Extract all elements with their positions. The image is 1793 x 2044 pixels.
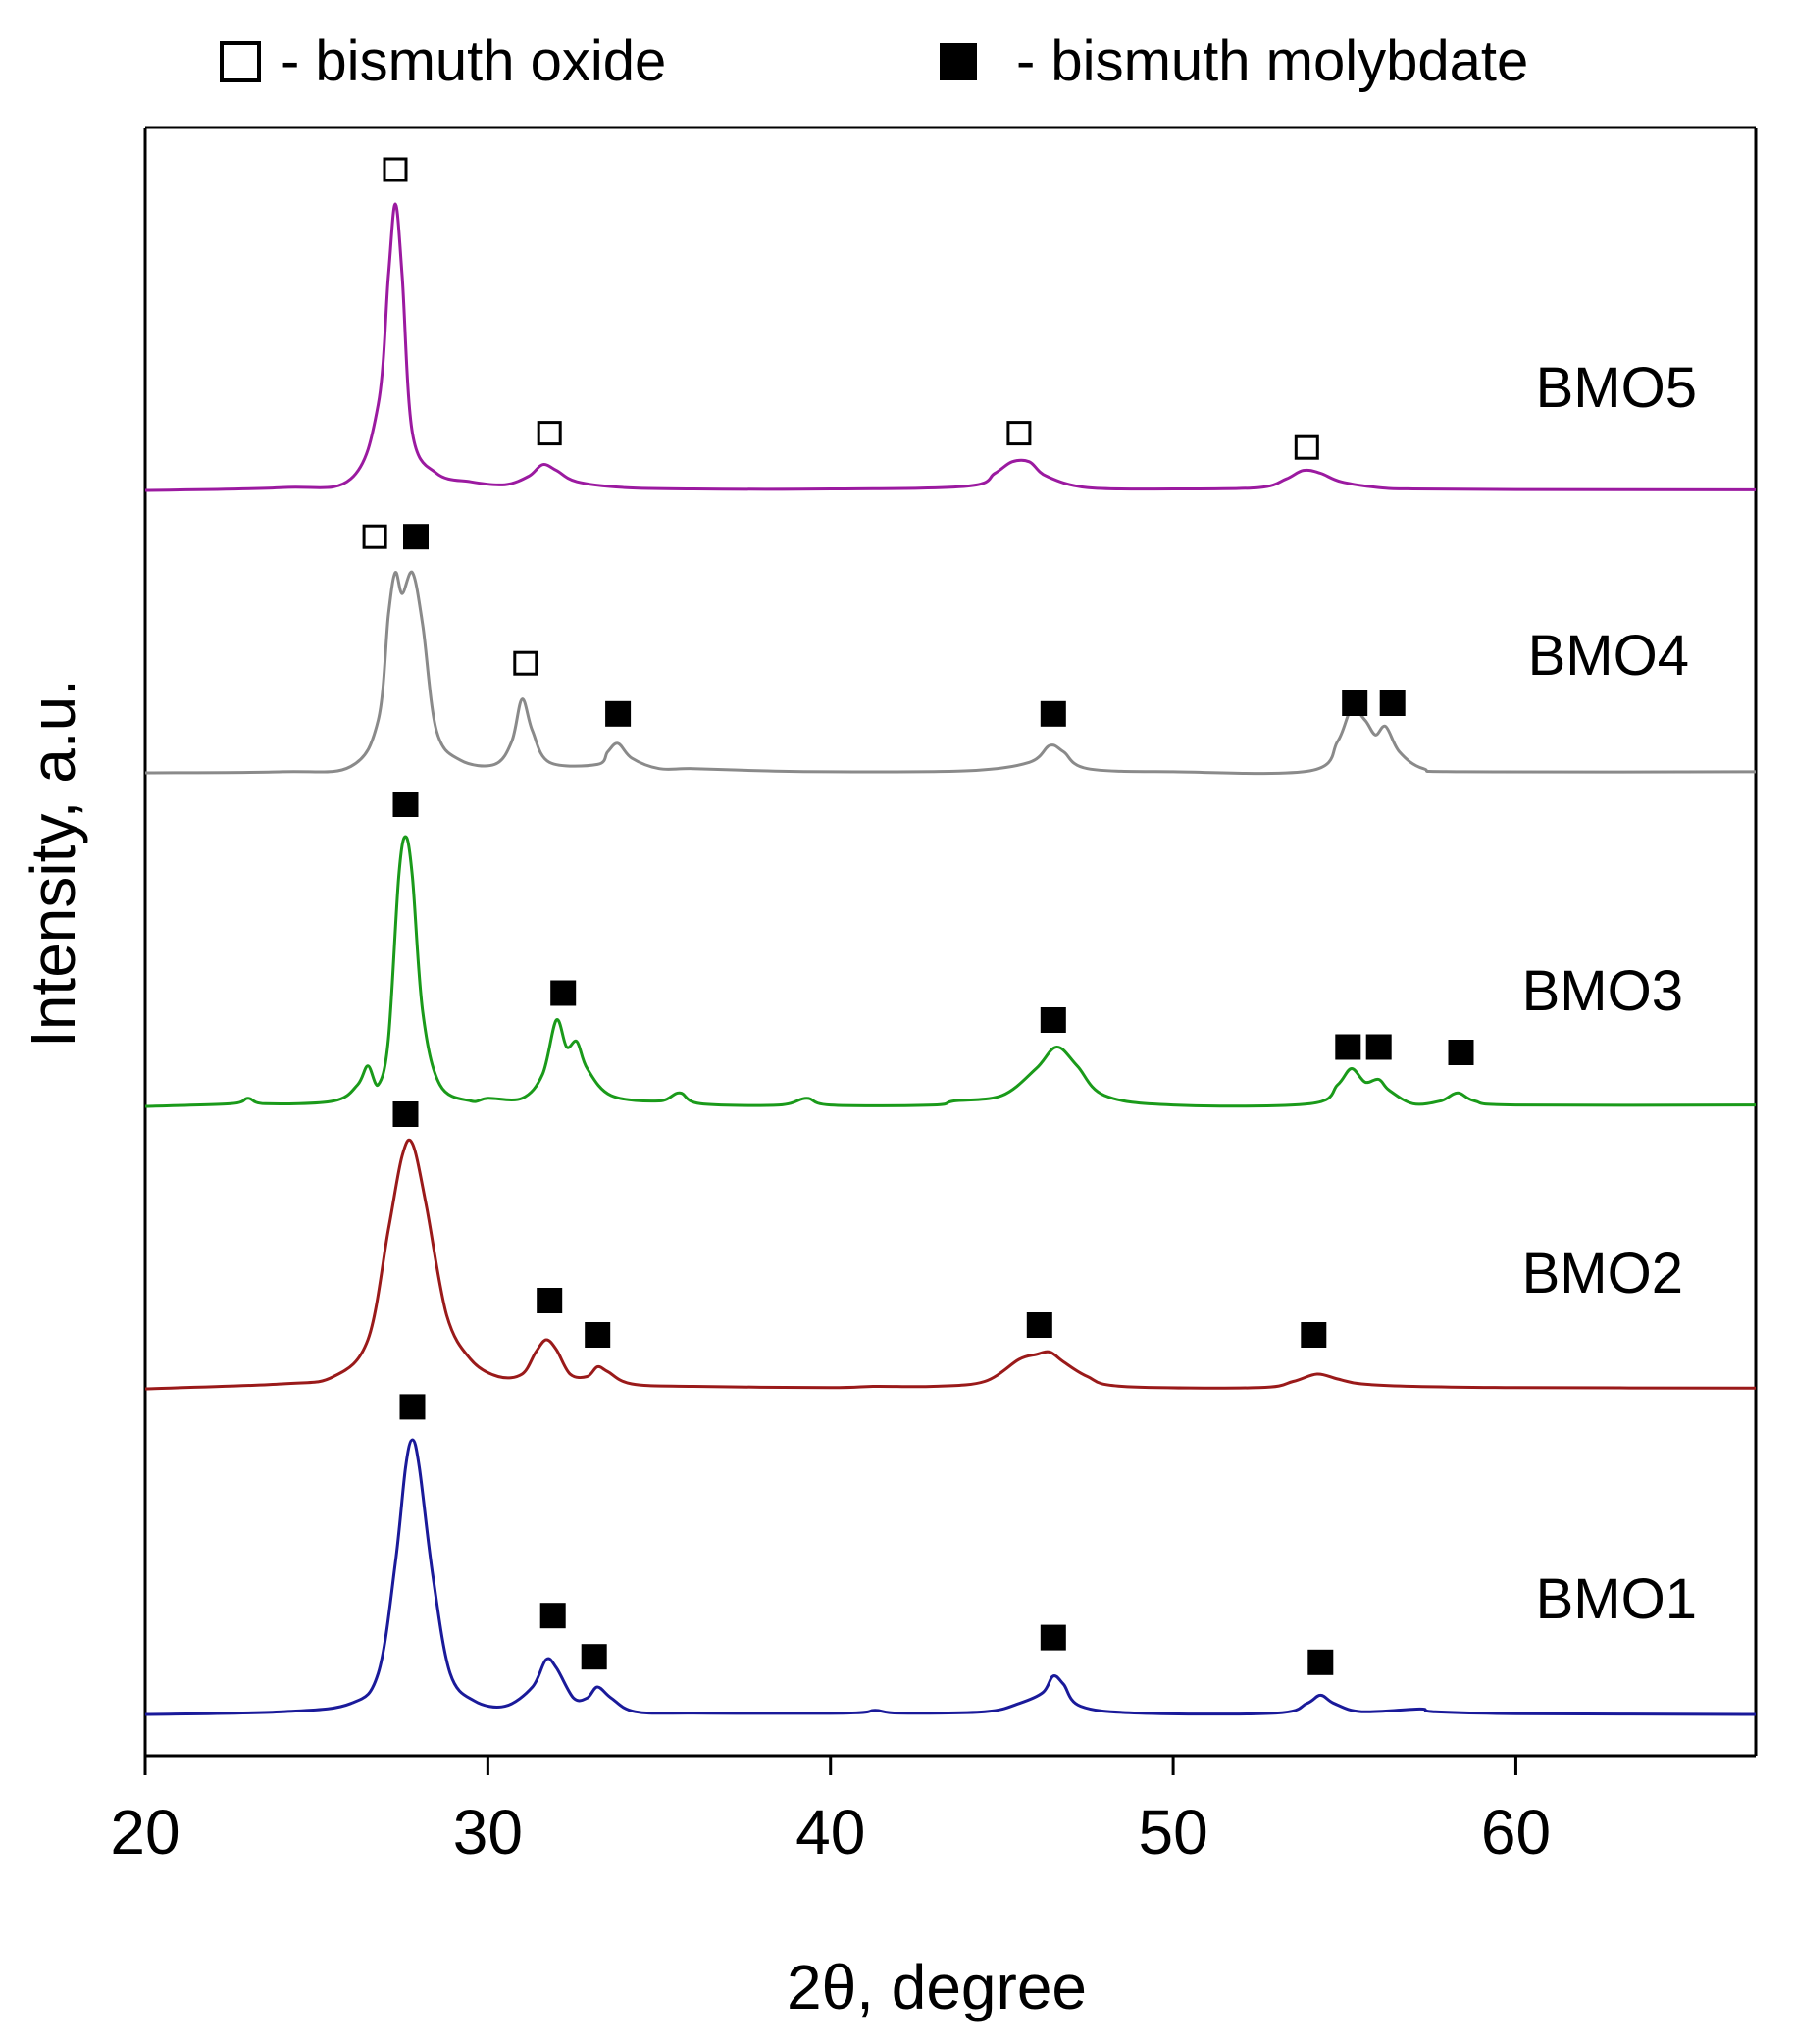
series-line-bmo3: [144, 835, 1757, 1108]
x-axis-title: 2θ, degree: [787, 1952, 1087, 2022]
phase-markers: [362, 157, 1474, 1675]
bismuth-molybdate-marker: [392, 792, 419, 817]
bismuth-oxide-marker: [537, 421, 562, 446]
bismuth-molybdate-marker: [1379, 690, 1406, 716]
bismuth-molybdate-marker: [1301, 1322, 1327, 1348]
bismuth-oxide-marker: [383, 157, 408, 182]
bismuth-molybdate-marker: [550, 980, 577, 1006]
x-tick-label: 20: [110, 1797, 179, 1867]
x-axis-ticks: 20 30 40 50 60: [110, 1756, 1551, 1867]
series-label-bmo4: BMO4: [1528, 624, 1689, 688]
bismuth-molybdate-marker: [537, 1288, 563, 1313]
x-tick-label: 30: [453, 1797, 523, 1867]
bismuth-oxide-marker: [362, 524, 387, 549]
series-label-bmo2: BMO2: [1522, 1242, 1683, 1305]
series-line-bmo5: [144, 202, 1757, 492]
bismuth-molybdate-marker: [605, 700, 632, 727]
bismuth-molybdate-marker: [1307, 1649, 1334, 1675]
bismuth-molybdate-marker: [1040, 700, 1066, 727]
legend-filled-square-marker: [940, 43, 977, 80]
series-label-bmo5: BMO5: [1536, 356, 1697, 420]
y-axis-title: Intensity, a.u.: [18, 679, 88, 1048]
bismuth-molybdate-marker: [1365, 1034, 1392, 1060]
legend: - bismuth oxide - bismuth molybdate: [220, 29, 1528, 93]
bismuth-molybdate-marker: [1448, 1040, 1474, 1065]
series-curves: [144, 202, 1757, 1716]
series-line-bmo4: [144, 570, 1757, 776]
x-tick-label: 40: [795, 1797, 865, 1867]
bismuth-molybdate-marker: [403, 524, 429, 550]
bismuth-molybdate-marker: [1026, 1312, 1052, 1338]
bismuth-molybdate-marker: [585, 1322, 611, 1348]
legend-label-bismuth-oxide: - bismuth oxide: [281, 29, 666, 93]
bismuth-molybdate-marker: [399, 1394, 426, 1420]
series-labels: BMO5 BMO4 BMO3 BMO2 BMO1: [1522, 356, 1697, 1631]
bismuth-oxide-marker: [1294, 434, 1319, 460]
bismuth-molybdate-marker: [581, 1644, 607, 1670]
bismuth-molybdate-marker: [1342, 690, 1368, 716]
series-line-bmo1: [144, 1438, 1757, 1716]
axes-frame: [143, 126, 1758, 1758]
legend-open-square-marker: [220, 41, 261, 82]
bismuth-molybdate-marker: [1335, 1034, 1361, 1060]
x-tick-label: 50: [1138, 1797, 1207, 1867]
bismuth-molybdate-marker: [1040, 1624, 1066, 1651]
bismuth-oxide-marker: [513, 650, 538, 676]
bismuth-oxide-marker: [1006, 421, 1032, 446]
series-line-bmo2: [144, 1138, 1757, 1391]
bismuth-molybdate-marker: [1040, 1007, 1066, 1033]
x-tick-label: 60: [1481, 1797, 1551, 1867]
series-label-bmo3: BMO3: [1522, 959, 1683, 1023]
legend-label-bismuth-molybdate: - bismuth molybdate: [1016, 29, 1528, 93]
bismuth-molybdate-marker: [392, 1101, 419, 1127]
bismuth-molybdate-marker: [539, 1603, 566, 1629]
series-label-bmo1: BMO1: [1536, 1567, 1697, 1631]
